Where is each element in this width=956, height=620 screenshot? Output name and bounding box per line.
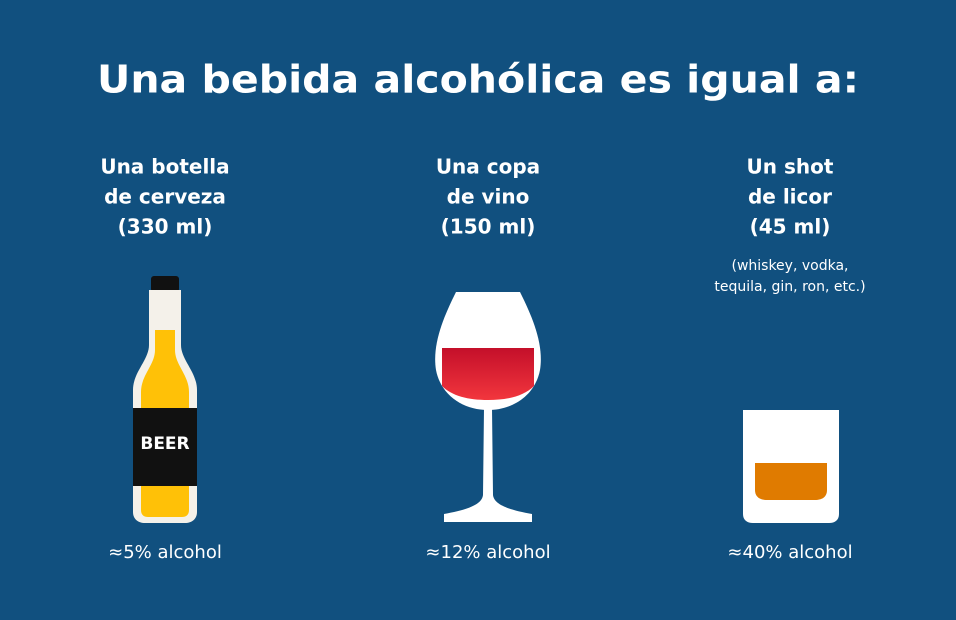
heading-line: Una botella bbox=[100, 155, 229, 179]
bottle-label-text: BEER bbox=[140, 434, 189, 454]
bottle-label bbox=[133, 408, 197, 486]
bottle-cap bbox=[151, 276, 179, 292]
wine-glass bbox=[435, 292, 541, 522]
heading-line: de vino bbox=[447, 185, 530, 209]
heading-line: Una copa bbox=[436, 155, 540, 179]
beer-bottle: BEER bbox=[133, 276, 197, 523]
alcohol-percentage: ≈5% alcohol bbox=[108, 542, 222, 563]
note-line: (whiskey, vodka, bbox=[731, 258, 848, 274]
heading-line: (45 ml) bbox=[750, 215, 831, 239]
heading-line: (150 ml) bbox=[441, 215, 536, 239]
alcohol-percentage: ≈40% alcohol bbox=[727, 542, 852, 563]
wine bbox=[442, 348, 534, 400]
heading-line: de cerveza bbox=[104, 185, 226, 209]
title: Una bebida alcohólica es igual a: bbox=[97, 58, 859, 102]
heading-line: (330 ml) bbox=[118, 215, 213, 239]
shot-glass bbox=[743, 410, 839, 523]
liquor bbox=[755, 463, 827, 500]
glass-stem bbox=[444, 408, 532, 522]
heading-line: de licor bbox=[748, 185, 832, 209]
heading-line: Un shot bbox=[747, 155, 834, 179]
note-line: tequila, gin, ron, etc.) bbox=[714, 279, 865, 295]
alcohol-percentage: ≈12% alcohol bbox=[425, 542, 550, 563]
